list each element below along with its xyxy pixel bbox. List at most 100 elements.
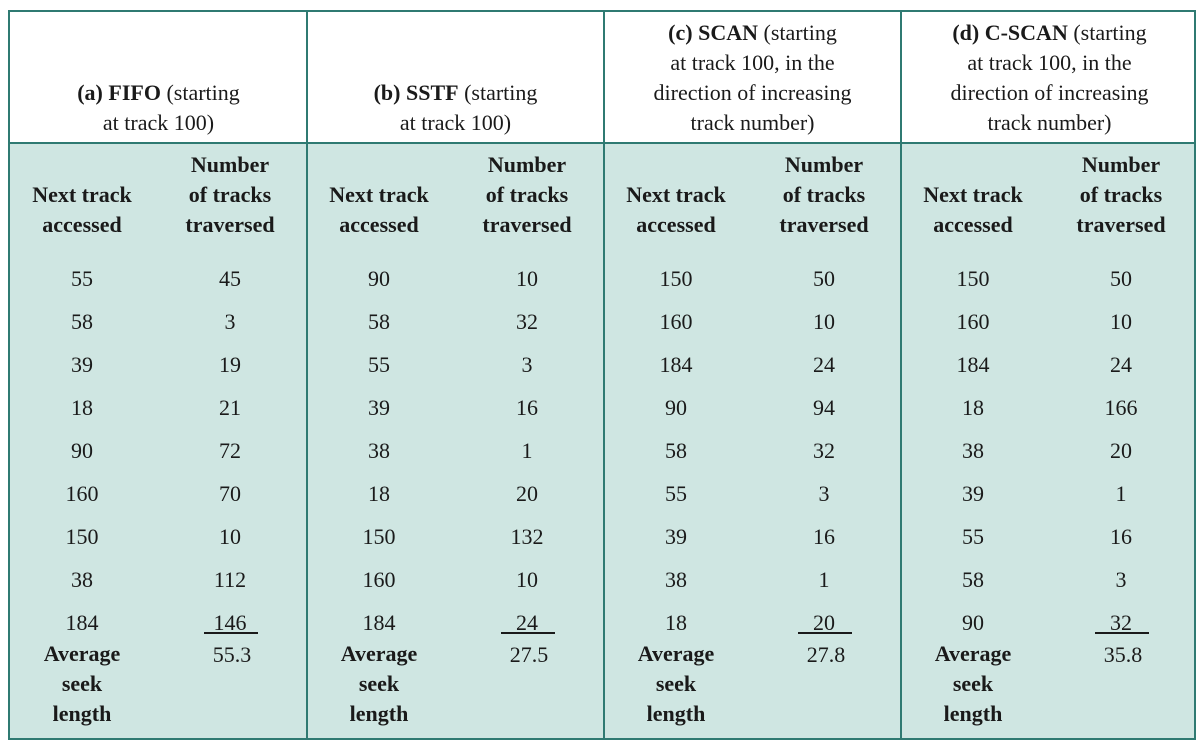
tracks-traversed-cell: 10	[1110, 309, 1132, 334]
next-track-cell: 184	[362, 610, 396, 635]
section-header: (a) FIFO (starting at track 100)	[10, 12, 307, 142]
next-track-cell: 18	[665, 610, 687, 635]
next-track-cell: 55	[962, 524, 984, 549]
next-track-cell: 90	[368, 266, 390, 291]
next-track-cell: 150	[659, 266, 693, 291]
tracks-traversed-cell: 72	[219, 438, 241, 463]
disk-scheduling-table: (a) FIFO (starting at track 100) (b) SSTF …	[8, 10, 1196, 740]
next-track-cell: 39	[368, 395, 390, 420]
tracks-traversed-cell: 10	[516, 266, 538, 291]
next-track-cell: 55	[665, 481, 687, 506]
tracks-traversed-cell: 112	[213, 567, 247, 592]
next-track-cell: 160	[956, 309, 990, 334]
tracks-traversed-cell: 1	[1115, 481, 1127, 506]
next-track-cell: 184	[659, 352, 693, 377]
tracks-traversed-cell: 20	[813, 610, 835, 635]
tracks-traversed-cell: 32	[516, 309, 538, 334]
tracks-traversed-header: Number of tracks traversed	[185, 152, 275, 237]
next-track-cell: 184	[956, 352, 990, 377]
column-divider	[603, 12, 605, 142]
tracks-traversed-cell: 3	[1115, 567, 1127, 592]
section-subtitle: (starting	[458, 80, 538, 105]
next-track-cell: 58	[962, 567, 984, 592]
tracks-traversed-cell: 10	[813, 309, 835, 334]
tracks-traversed-cell: 3	[224, 309, 236, 334]
section-subtitle-line: at track 100, in the	[967, 50, 1132, 75]
tracks-traversed-cell: 16	[1110, 524, 1132, 549]
tracks-traversed-header: Number of tracks traversed	[482, 152, 572, 237]
next-track-cell: 58	[71, 309, 93, 334]
next-track-cell: 58	[368, 309, 390, 334]
tracks-traversed-cell: 3	[521, 352, 533, 377]
average-seek-label: Average seek length	[934, 641, 1012, 726]
next-track-cell: 150	[65, 524, 99, 549]
tracks-traversed-cell: 16	[516, 395, 538, 420]
section-subtitle-line: direction of increasing	[653, 80, 852, 105]
next-track-cell: 38	[665, 567, 687, 592]
tracks-traversed-cell: 45	[219, 266, 241, 291]
section-title: (b) SSTF	[373, 80, 459, 105]
section-subtitle-line: at track 100)	[102, 110, 215, 135]
tracks-traversed-cell: 24	[813, 352, 835, 377]
next-track-cell: 184	[65, 610, 99, 635]
section-header: (b) SSTF (starting at track 100)	[307, 12, 604, 142]
tracks-traversed-cell: 166	[1104, 395, 1138, 420]
section-subtitle-line: track number)	[690, 110, 815, 135]
next-track-cell: 160	[362, 567, 396, 592]
next-track-cell: 39	[71, 352, 93, 377]
tracks-traversed-cell: 94	[813, 395, 835, 420]
section-title: (d) C-SCAN	[952, 20, 1068, 45]
next-track-cell: 38	[71, 567, 93, 592]
section-header: (d) C-SCAN (starting at track 100, in the…	[901, 12, 1198, 142]
tracks-traversed-cell: 10	[219, 524, 241, 549]
next-track-header: Next track accessed	[32, 182, 132, 237]
sum-underline	[204, 632, 258, 634]
next-track-cell: 39	[962, 481, 984, 506]
section-title: (c) SCAN	[668, 20, 758, 45]
sum-underline	[798, 632, 852, 634]
next-track-header: Next track accessed	[626, 182, 726, 237]
next-track-cell: 38	[962, 438, 984, 463]
section-subtitle-line: direction of increasing	[950, 80, 1149, 105]
next-track-cell: 18	[71, 395, 93, 420]
tracks-traversed-cell: 20	[516, 481, 538, 506]
tracks-traversed-cell: 1	[521, 438, 533, 463]
table-body: Next track accessed Number of tracks travers…	[10, 144, 1194, 738]
section-header: (c) SCAN (starting at track 100, in the di…	[604, 12, 901, 142]
next-track-cell: 38	[368, 438, 390, 463]
tracks-traversed-cell: 24	[516, 610, 538, 635]
tracks-traversed-cell: 70	[219, 481, 241, 506]
section-subtitle: (starting	[1067, 20, 1147, 45]
next-track-cell: 18	[368, 481, 390, 506]
next-track-cell: 150	[956, 266, 990, 291]
tracks-traversed-cell: 50	[813, 266, 835, 291]
tracks-traversed-cell: 19	[219, 352, 241, 377]
tracks-traversed-header: Number of tracks traversed	[779, 152, 869, 237]
column-divider	[900, 12, 902, 142]
next-track-cell: 58	[665, 438, 687, 463]
next-track-header: Next track accessed	[923, 182, 1023, 237]
column-divider	[306, 12, 308, 142]
average-seek-label: Average seek length	[637, 641, 715, 726]
next-track-cell: 55	[71, 266, 93, 291]
tracks-traversed-cell: 146	[213, 610, 247, 635]
sum-underline	[1095, 632, 1149, 634]
next-track-cell: 55	[368, 352, 390, 377]
tracks-traversed-cell: 32	[1110, 610, 1132, 635]
next-track-cell: 90	[665, 395, 687, 420]
next-track-cell: 18	[962, 395, 984, 420]
average-seek-value: 27.5	[509, 642, 549, 667]
tracks-traversed-cell: 132	[510, 524, 544, 549]
next-track-cell: 90	[962, 610, 984, 635]
average-seek-value: 35.8	[1103, 642, 1143, 667]
column-divider	[306, 144, 308, 738]
tracks-traversed-cell: 1	[818, 567, 830, 592]
column-divider	[603, 144, 605, 738]
section-title: (a) FIFO	[77, 80, 161, 105]
table-header-row: (a) FIFO (starting at track 100) (b) SSTF …	[10, 12, 1194, 144]
next-track-header: Next track accessed	[329, 182, 429, 237]
tracks-traversed-cell: 3	[818, 481, 830, 506]
next-track-cell: 39	[665, 524, 687, 549]
column-divider	[900, 144, 902, 738]
next-track-cell: 90	[71, 438, 93, 463]
